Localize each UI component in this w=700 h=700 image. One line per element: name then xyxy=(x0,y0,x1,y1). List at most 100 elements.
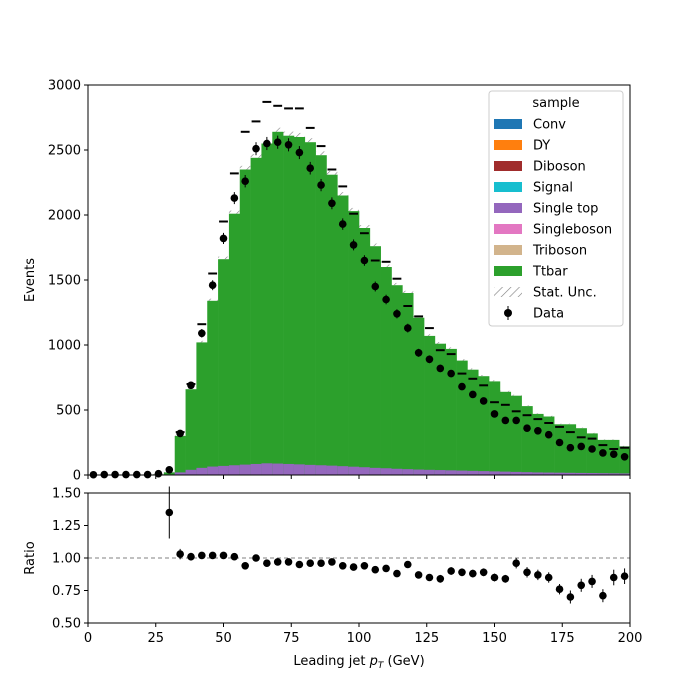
legend-entry: Signal xyxy=(494,181,573,196)
ratio-y-ticks: 0.50 0.75 1.00 1.25 1.50 xyxy=(52,487,88,632)
y-tick-label: 500 xyxy=(56,404,81,419)
ratio-point xyxy=(414,571,423,579)
x-tick-label: 125 xyxy=(414,631,439,646)
legend-swatch xyxy=(494,266,522,276)
legend-entry: Stat. Unc. xyxy=(494,286,597,301)
x-tick-label: 175 xyxy=(550,631,575,646)
ttbar-bar xyxy=(478,376,490,475)
ttbar-bar xyxy=(467,369,479,475)
stat-unc-hatch xyxy=(196,340,208,343)
legend-entry: Single top xyxy=(494,202,598,217)
data-point xyxy=(198,329,206,338)
data-point xyxy=(534,427,542,435)
ttbar-bar xyxy=(499,391,512,475)
stat-unc-hatch xyxy=(434,342,446,344)
legend-swatch xyxy=(494,203,522,213)
y-tick-label: 3000 xyxy=(48,79,81,94)
legend-label: Triboson xyxy=(532,244,587,259)
main-y-axis-label: Events xyxy=(23,258,38,302)
ratio-points xyxy=(165,486,629,604)
single-top-bar xyxy=(185,469,197,475)
main-x-ticks xyxy=(87,475,631,479)
ratio-y-tick-label: 1.50 xyxy=(52,487,81,502)
data-point xyxy=(263,139,271,148)
data-point xyxy=(414,349,423,357)
data-point xyxy=(317,181,325,189)
data-point xyxy=(479,397,488,405)
legend-entry: Conv xyxy=(494,118,566,133)
single-top-bar xyxy=(337,466,349,475)
legend-label: Diboson xyxy=(533,160,586,175)
ratio-point xyxy=(317,559,325,567)
ratio-point xyxy=(198,551,206,560)
stat-unc-hatch xyxy=(619,445,630,447)
ttbar-bar xyxy=(369,246,381,475)
legend-entry: Ttbar xyxy=(494,265,568,280)
ratio-point xyxy=(523,568,531,577)
single-top-bar xyxy=(283,463,295,475)
stat-unc-hatch xyxy=(218,256,229,260)
single-top-bar xyxy=(348,466,360,475)
ttbar-bar xyxy=(510,395,522,475)
data-point xyxy=(241,177,249,185)
stat-unc-hatch xyxy=(293,132,305,137)
data-point xyxy=(252,144,260,153)
ratio-y-tick-label: 0.50 xyxy=(52,617,81,632)
legend-swatch xyxy=(494,287,522,297)
data-point xyxy=(230,194,239,202)
legend-entry: Data xyxy=(504,306,564,322)
ttbar-bar xyxy=(456,360,468,475)
stat-unc-hatch xyxy=(510,394,522,396)
ratio-point xyxy=(577,581,586,590)
ratio-point xyxy=(403,560,412,569)
x-tick-label: 150 xyxy=(482,631,507,646)
ttbar-bar xyxy=(304,142,316,475)
stat-unc-hatch xyxy=(315,151,327,156)
single-top-bar xyxy=(586,473,598,475)
ratio-y-tick-label: 0.75 xyxy=(52,584,81,599)
legend-label: Conv xyxy=(533,118,566,133)
legend: sample Conv DY Diboson Signal Single top Sing… xyxy=(488,90,624,327)
legend-frame xyxy=(488,90,624,327)
legend-title: sample xyxy=(532,96,579,111)
data-point xyxy=(382,295,390,304)
ratio-point xyxy=(382,564,390,573)
stat-unc-hatch xyxy=(369,243,381,247)
single-top-bar xyxy=(359,467,371,475)
ratio-panel: 0.50 0.75 1.00 1.25 1.50 0 25 50 75 100 125 150 175… xyxy=(23,486,642,671)
stat-unc-hatch xyxy=(489,380,500,382)
ratio-point xyxy=(599,591,607,600)
single-top-bar xyxy=(174,472,186,475)
ttbar-bar xyxy=(445,348,457,475)
single-top-bar xyxy=(434,470,447,475)
data-point xyxy=(555,438,564,447)
single-top-bar xyxy=(272,463,284,475)
single-top-bar xyxy=(304,464,316,475)
ttbar-bar xyxy=(413,317,425,475)
data-point xyxy=(458,382,466,391)
ttbar-bar xyxy=(554,424,566,475)
ttbar-bar xyxy=(597,439,609,475)
data-point xyxy=(338,220,347,228)
ttbar-bar xyxy=(348,211,360,475)
stat-unc-hatch xyxy=(575,427,587,429)
data-point xyxy=(577,442,586,451)
single-top-bar xyxy=(424,469,436,475)
ratio-point xyxy=(566,593,575,601)
data-point xyxy=(544,430,553,439)
legend-swatch xyxy=(494,119,522,129)
ratio-point xyxy=(273,558,282,566)
data-points xyxy=(89,135,629,479)
ratio-point xyxy=(328,558,336,566)
ratio-point xyxy=(609,573,618,582)
stat-unc-hatch xyxy=(467,368,479,370)
stat-unc-hatch xyxy=(521,405,533,407)
ttbar-bar xyxy=(337,195,349,475)
ratio-point xyxy=(263,559,271,567)
x-tick-label: 75 xyxy=(283,631,300,646)
single-top-bar xyxy=(207,466,219,475)
single-top-bar xyxy=(315,465,327,475)
single-top-bar xyxy=(532,472,544,475)
single-top-bar xyxy=(369,467,381,475)
